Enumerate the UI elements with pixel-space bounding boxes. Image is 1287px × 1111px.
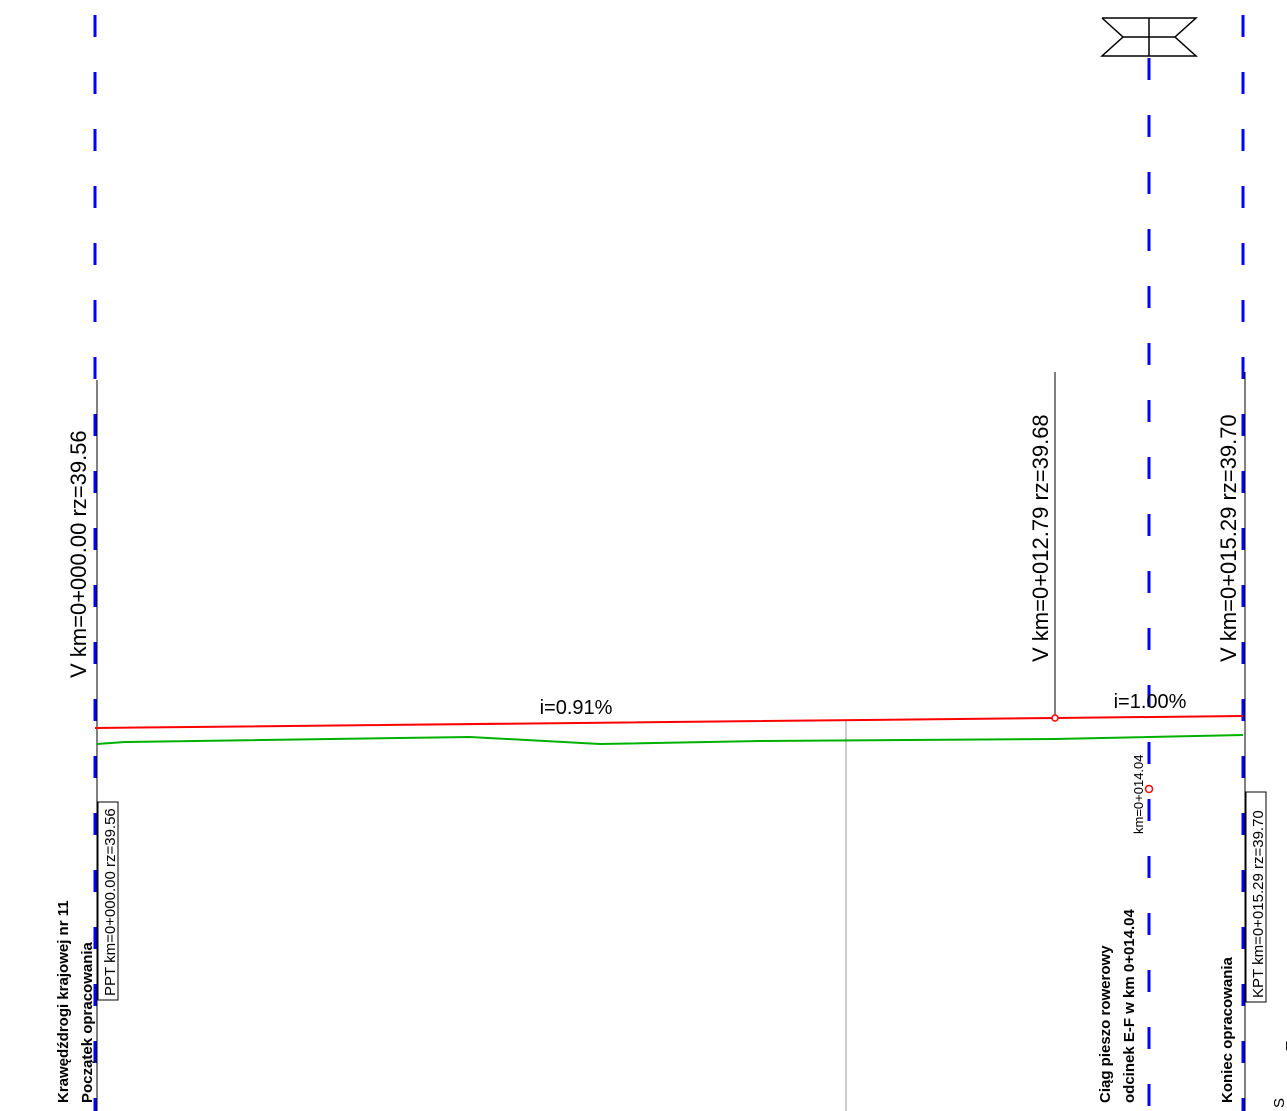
design-grade-line xyxy=(94,715,1244,729)
end-note-line1: Koniec opracowania xyxy=(1219,956,1236,1103)
vertex-label-start: V km=0+000.00 rz=39.56 xyxy=(66,430,91,678)
bridge-symbol-icon xyxy=(1100,17,1198,57)
start-note-box xyxy=(97,801,119,1001)
crossing-note-line1: Ciąg pieszo rowerowy xyxy=(1097,945,1114,1103)
end-note-box-text: KPT km=0+015.29 rz=39.70 xyxy=(1250,810,1267,998)
crossing-marker xyxy=(1144,784,1154,794)
end-note-box xyxy=(1245,791,1267,1003)
edge-partial-mark: _ xyxy=(1271,1041,1287,1051)
vertex-marker xyxy=(1051,714,1059,722)
grade-label-1: i=0.91% xyxy=(540,697,613,719)
start-note-box-text: PPT km=0+000.00 rz=39.56 xyxy=(102,808,119,996)
crossing-note-line2: odcinek E-F w km 0+014.04 xyxy=(1121,908,1138,1103)
vertex-label-mid: V km=0+012.79 rz=39.68 xyxy=(1028,414,1053,662)
terrain-line xyxy=(96,734,1244,746)
edge-partial-label: S xyxy=(1271,1098,1287,1108)
grade-label-2: i=1.00% xyxy=(1114,691,1187,713)
crossing-chainage-label: km=0+014.04 xyxy=(1131,754,1146,834)
start-note-line1: Krawędźdrogi krajowej nr 11 xyxy=(55,900,72,1103)
start-note-line2: Początek opracowania xyxy=(79,941,96,1103)
vertex-label-end: V km=0+015.29 rz=39.70 xyxy=(1216,414,1241,662)
